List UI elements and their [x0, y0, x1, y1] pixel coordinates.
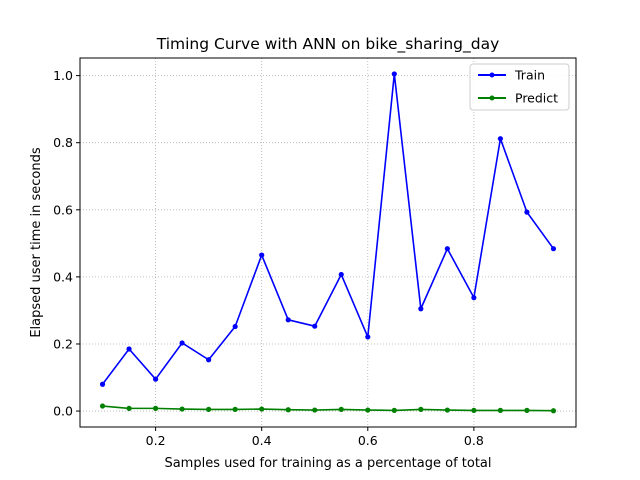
legend-train-label: Train	[514, 68, 545, 83]
predict-data-point	[99, 403, 106, 409]
train-data-point	[471, 295, 477, 301]
train-data-point	[206, 357, 212, 363]
y-tick-label: 0.8	[53, 135, 73, 150]
train-data-point	[179, 340, 185, 346]
x-tick-label: 0.8	[464, 433, 484, 448]
legend-predict-label: Predict	[515, 91, 558, 106]
train-data-point	[391, 71, 397, 77]
y-tick-label: 0.0	[53, 404, 73, 419]
y-tick-label: 0.4	[53, 269, 73, 284]
train-data-point	[312, 323, 318, 329]
x-tick-label: 0.6	[358, 433, 378, 448]
x-tick-label: 0.4	[252, 433, 272, 448]
train-data-point	[418, 306, 424, 312]
predict-data-point	[312, 407, 318, 413]
legend-predict-marker	[489, 95, 495, 101]
predict-data-point	[524, 407, 530, 413]
predict-data-point	[471, 407, 477, 413]
x-axis-label: Samples used for training as a percentag…	[164, 456, 491, 471]
legend: Train Predict	[469, 63, 570, 111]
legend-train-marker	[489, 72, 495, 78]
predict-data-point	[206, 406, 212, 412]
train-data-point	[152, 376, 159, 382]
chart-title: Timing Curve with ANN on bike_sharing_da…	[156, 35, 500, 54]
train-data-point	[99, 381, 106, 387]
predict-data-point	[232, 406, 238, 412]
x-tick-label: 0.2	[146, 433, 166, 448]
predict-data-point	[259, 406, 265, 412]
y-axis-label: Elapsed user time in seconds	[29, 147, 44, 338]
predict-data-point	[444, 407, 450, 413]
y-tick-label: 0.6	[53, 202, 73, 217]
predict-data-point	[152, 405, 159, 411]
train-data-point	[444, 246, 450, 252]
axis-ticks: 0.2 0.4 0.6 0.8 0.0 0.2 0.4 0.6 0.8 1.0	[53, 68, 484, 448]
predict-data-point	[285, 407, 291, 413]
y-tick-label: 0.2	[53, 336, 73, 351]
predict-data-point	[179, 406, 185, 412]
predict-series-line	[102, 405, 554, 412]
predict-data-point	[365, 407, 371, 413]
predict-data-point	[391, 407, 397, 413]
train-series-line	[101, 73, 555, 385]
series-lines	[99, 71, 557, 414]
predict-data-point	[550, 408, 557, 414]
train-data-point	[126, 346, 132, 352]
train-data-point	[232, 323, 238, 330]
predict-data-point	[497, 407, 504, 413]
train-data-point	[497, 136, 504, 142]
train-data-point	[259, 252, 265, 258]
train-data-point	[365, 334, 371, 340]
predict-data-point	[126, 405, 132, 411]
predict-data-point	[338, 406, 344, 412]
train-data-point	[524, 209, 530, 215]
plot-area-frame	[79, 57, 577, 428]
train-data-point	[285, 317, 291, 323]
train-data-point	[338, 271, 344, 278]
predict-data-point	[418, 406, 424, 412]
y-tick-label: 1.0	[53, 68, 73, 83]
train-data-point	[550, 246, 557, 252]
